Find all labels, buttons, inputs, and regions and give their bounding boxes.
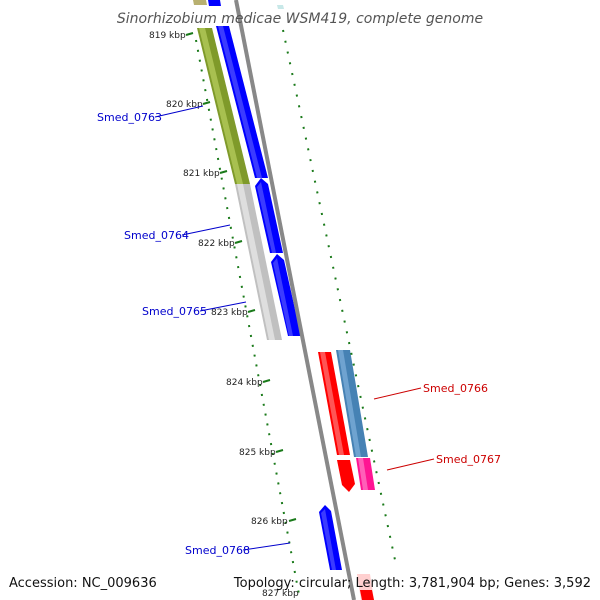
tick-label: 822 kbp: [198, 239, 235, 249]
red-feature-bottom: [360, 590, 374, 600]
leader-line: [181, 224, 231, 236]
cds-smed-0764-highlight: [257, 182, 276, 253]
tick-mark: [288, 518, 297, 522]
tick-label: 823 kbp: [211, 308, 248, 318]
blue-feature-top-remnant: [208, 0, 221, 6]
leader-line: [242, 542, 291, 551]
gene-label-smed-0766[interactable]: Smed_0766: [423, 382, 488, 395]
gene-label-smed-0765[interactable]: Smed_0765: [142, 305, 207, 318]
gene-label-smed-0768[interactable]: Smed_0768: [185, 544, 250, 557]
tick-label: 825 kbp: [239, 448, 276, 458]
gene-label-smed-0763[interactable]: Smed_0763: [97, 111, 162, 124]
map-title: Sinorhizobium medicae WSM419, complete g…: [117, 11, 483, 27]
magenta-feature-highlight: [358, 458, 368, 490]
olive-feature-top-remnant: [193, 0, 207, 5]
tick-label: 824 kbp: [226, 378, 263, 388]
gc-tracks: [195, 29, 396, 600]
light-feature-top-remnant: [277, 5, 284, 9]
tick-label: 821 kbp: [183, 169, 220, 179]
steelblue-feature-highlight: [338, 350, 361, 457]
leader-line: [386, 458, 435, 471]
axis-ticks: 819 kbp 820 kbp 821 kbp 822 kbp 823 kbp …: [149, 31, 299, 599]
leader-line: [199, 301, 247, 312]
accession-text: Accession: NC_009636: [9, 576, 157, 591]
gene-label-smed-0764[interactable]: Smed_0764: [124, 229, 189, 242]
topology-text: Topology: circular; Length: 3,781,904 bp…: [233, 576, 591, 591]
tick-mark: [219, 170, 228, 174]
tick-mark: [202, 101, 211, 105]
tick-mark: [247, 309, 256, 313]
cds-smed-0766-highlight: [320, 352, 344, 455]
tick-label: 819 kbp: [149, 31, 186, 41]
genome-backbone: [234, 0, 356, 600]
leader-line: [154, 105, 204, 118]
gc-track-outer: [282, 29, 396, 561]
gene-label-smed-0767[interactable]: Smed_0767: [436, 453, 501, 466]
tick-mark: [185, 32, 194, 36]
leader-line: [373, 387, 422, 400]
gene-labels: Smed_0763 Smed_0764 Smed_0765 Smed_0766 …: [97, 105, 501, 557]
cds-smed-0763-highlight: [218, 26, 262, 178]
cds-smed-0765-highlight: [273, 258, 293, 336]
cds-smed-0768-highlight: [321, 509, 336, 570]
olive-region-highlight: [199, 28, 243, 184]
tick-mark: [234, 240, 243, 244]
gray-region-highlight: [237, 184, 275, 340]
tick-label: 820 kbp: [166, 100, 203, 110]
tick-label: 826 kbp: [251, 517, 288, 527]
tick-mark: [275, 449, 284, 453]
tick-label: 827 kbp: [262, 589, 299, 599]
cds-smed-0767[interactable]: [337, 460, 355, 492]
features-layer: [193, 0, 375, 600]
tick-mark: [262, 379, 271, 383]
